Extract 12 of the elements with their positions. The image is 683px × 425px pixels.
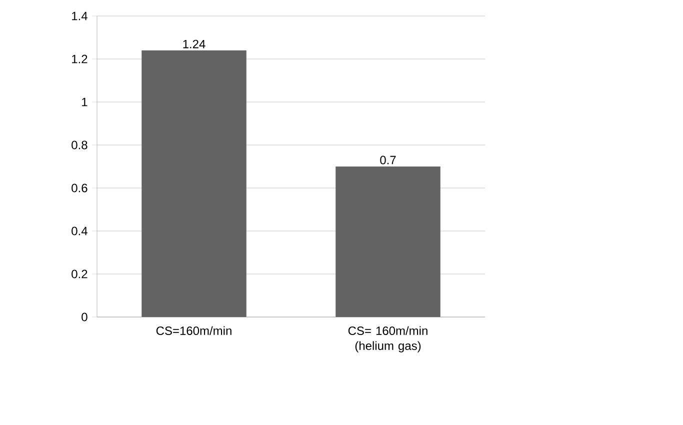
data-label: 1.24 (183, 40, 206, 48)
y-tick-label: 1.2 (72, 54, 88, 64)
y-tick-label: 0.2 (72, 270, 88, 278)
y-tick-label: 1 (82, 98, 88, 106)
data-label: 0.7 (380, 156, 396, 164)
y-tick-label: 0.4 (72, 226, 88, 236)
y-tick-label: 0.8 (72, 140, 88, 150)
x-tick-label: CS=160m/min (156, 326, 232, 336)
y-tick-label: 1.4 (72, 12, 88, 20)
x-tick-label: CS= 160m/min (helium gas) (348, 326, 428, 352)
y-tick-label: 0.6 (72, 184, 88, 192)
y-tick-label: 0 (82, 312, 88, 322)
